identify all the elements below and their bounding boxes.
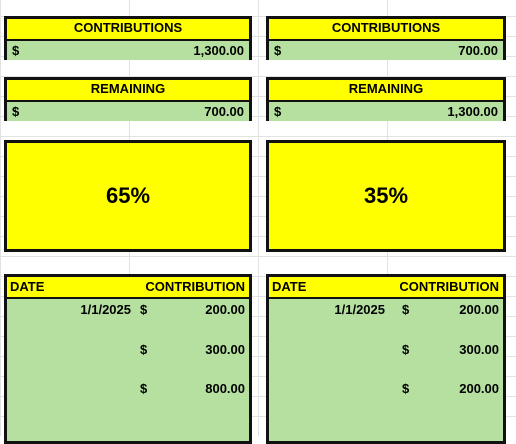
left-percent-value: 65% [105,183,151,208]
contribution-column-header[interactable]: CONTRIBUTION [399,279,499,294]
amount-cell: 300.00 [205,342,245,357]
table-row[interactable]: $ 300.00 [7,341,249,359]
right-percent-value: 35% [363,183,409,208]
right-remaining-header[interactable]: REMAINING [269,80,503,102]
amount-cell: 800.00 [205,381,245,396]
left-remaining-amount: 700.00 [204,104,244,119]
table-row[interactable]: $ 300.00 [269,341,503,359]
left-table-header-row: DATE CONTRIBUTION [7,277,249,299]
currency-symbol: $ [140,342,148,357]
table-row[interactable]: 1/1/2025 $ 200.00 [7,301,249,319]
amount-cell: 200.00 [205,302,245,317]
right-contributions-amount: 700.00 [458,43,498,58]
left-remaining-header[interactable]: REMAINING [7,80,249,102]
amount-cell: 300.00 [459,342,499,357]
amount-cell: 200.00 [459,381,499,396]
right-contributions-cell[interactable]: $ 700.00 [269,41,503,60]
currency-symbol: $ [402,381,410,396]
left-remaining-box: REMAINING $ 700.00 [4,77,252,121]
left-percent-cell[interactable]: 65% [4,140,252,252]
left-contributions-amount: 1,300.00 [193,43,244,58]
date-cell: 1/1/2025 [334,302,385,317]
table-row[interactable]: $ 200.00 [269,380,503,398]
currency-symbol: $ [402,342,410,357]
currency-symbol: $ [140,302,148,317]
table-row[interactable]: 1/1/2025 $ 200.00 [269,301,503,319]
currency-symbol: $ [274,104,282,119]
right-remaining-box: REMAINING $ 1,300.00 [266,77,506,121]
left-remaining-cell[interactable]: $ 700.00 [7,102,249,121]
date-column-header[interactable]: DATE [272,279,307,294]
amount-cell: 200.00 [459,302,499,317]
right-contribution-table: DATE CONTRIBUTION 1/1/2025 $ 200.00 $ 30… [266,274,506,444]
table-row[interactable]: $ 800.00 [7,380,249,398]
currency-symbol: $ [140,381,148,396]
right-table-header-row: DATE CONTRIBUTION [269,277,503,299]
contribution-column-header[interactable]: CONTRIBUTION [145,279,245,294]
date-cell: 1/1/2025 [80,302,131,317]
currency-symbol: $ [402,302,410,317]
currency-symbol: $ [12,104,20,119]
right-contributions-header[interactable]: CONTRIBUTIONS [269,19,503,41]
right-contributions-box: CONTRIBUTIONS $ 700.00 [266,16,506,60]
currency-symbol: $ [12,43,20,58]
currency-symbol: $ [274,43,282,58]
right-remaining-amount: 1,300.00 [447,104,498,119]
left-contributions-cell[interactable]: $ 1,300.00 [7,41,249,60]
left-contribution-table: DATE CONTRIBUTION 1/1/2025 $ 200.00 $ 30… [4,274,252,444]
right-percent-cell[interactable]: 35% [266,140,506,252]
left-contributions-header[interactable]: CONTRIBUTIONS [7,19,249,41]
right-remaining-cell[interactable]: $ 1,300.00 [269,102,503,121]
left-contributions-box: CONTRIBUTIONS $ 1,300.00 [4,16,252,60]
date-column-header[interactable]: DATE [10,279,45,294]
